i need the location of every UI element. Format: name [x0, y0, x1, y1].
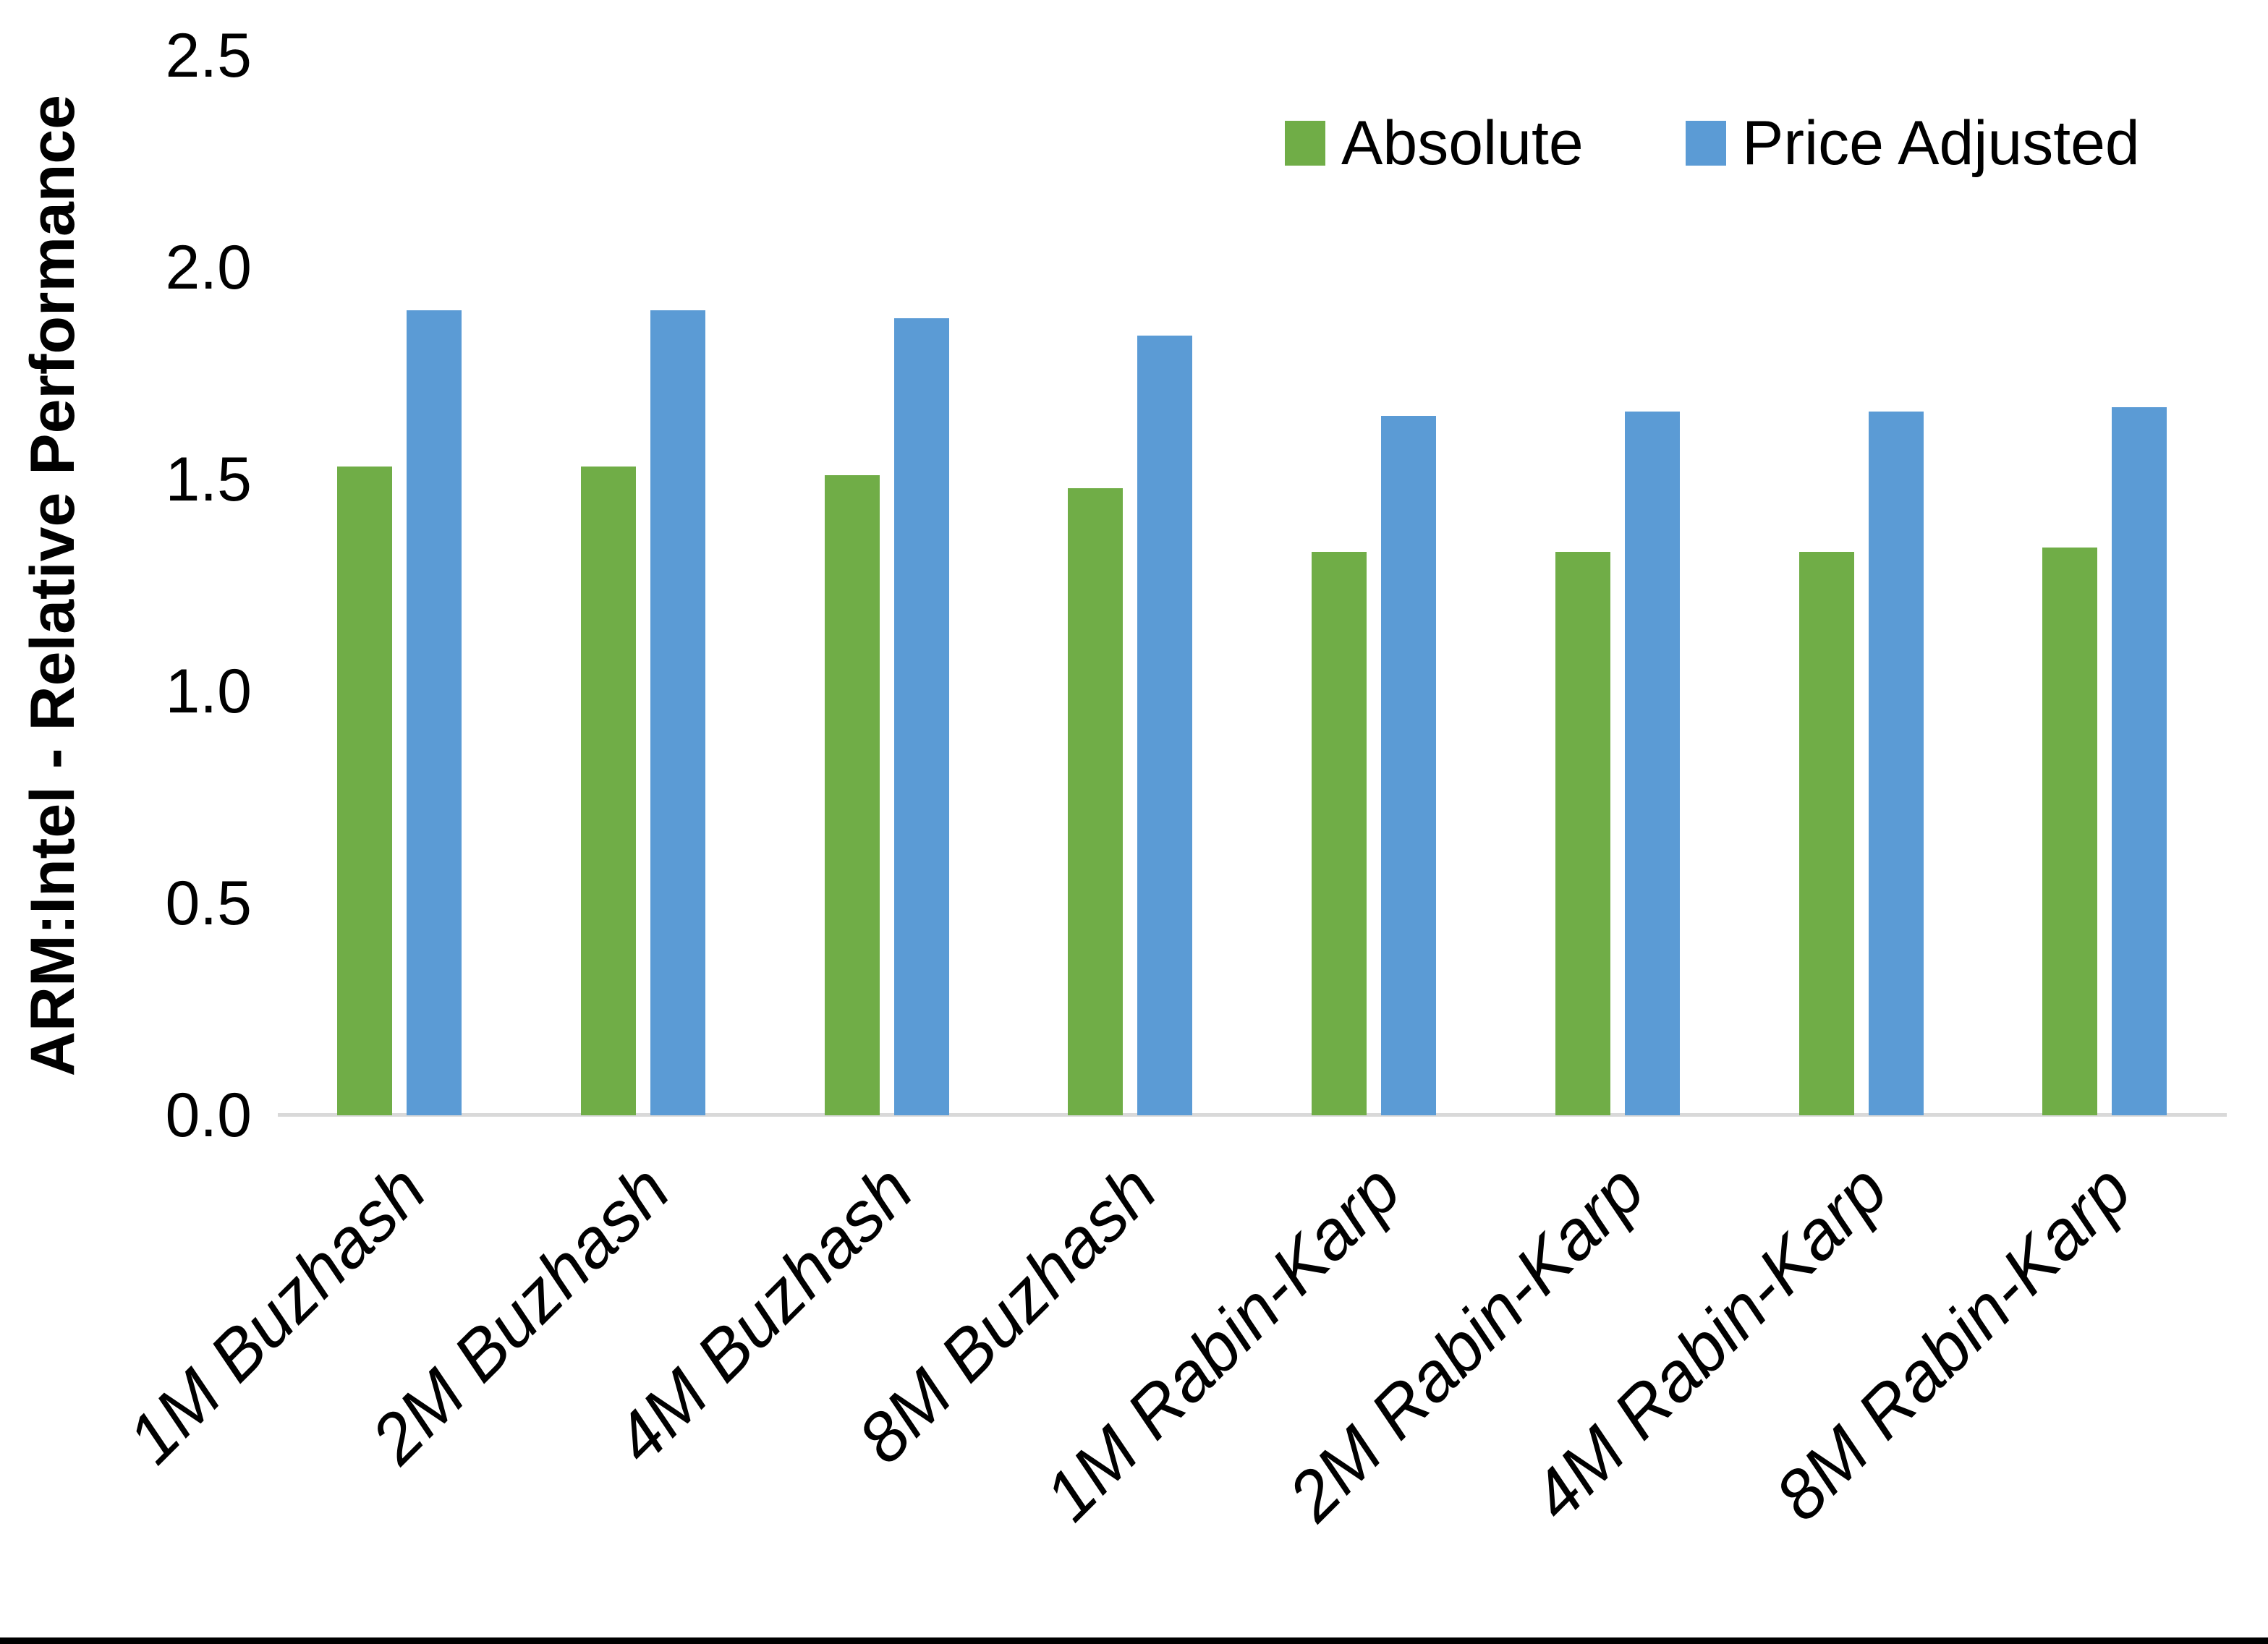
- legend-item-absolute: Absolute: [1285, 108, 1584, 178]
- bar-absolute-2m-buzhash: [580, 467, 636, 1115]
- bar-absolute-8m-buzhash: [1068, 487, 1124, 1115]
- legend-swatch-price-adjusted: [1686, 121, 1726, 166]
- y-axis-tick-label: 1.5: [165, 445, 252, 514]
- y-axis-tick-label: 2.5: [165, 21, 252, 90]
- bar-price-adjusted-1m-buzhash: [407, 310, 462, 1115]
- x-axis-line: [278, 1113, 2227, 1117]
- bar-price-adjusted-2m-buzhash: [650, 310, 705, 1115]
- bar-absolute-4m-rabin-karp: [1798, 551, 1854, 1115]
- legend-label-price-adjusted: Price Adjusted: [1742, 108, 2140, 178]
- bar-absolute-8m-rabin-karp: [2042, 547, 2098, 1115]
- bar-price-adjusted-8m-rabin-karp: [2112, 407, 2167, 1115]
- y-axis-tick-label: 0.0: [165, 1081, 252, 1150]
- y-axis-tick-label: 0.5: [165, 869, 252, 938]
- bar-price-adjusted-2m-rabin-karp: [1624, 412, 1680, 1115]
- y-axis-tick-label: 1.0: [165, 657, 252, 726]
- legend-item-price-adjusted: Price Adjusted: [1686, 108, 2140, 178]
- bar-price-adjusted-8m-buzhash: [1137, 335, 1193, 1115]
- y-axis-title-wrap: ARM:Intel - Relative Performance: [6, 56, 100, 1115]
- bar-price-adjusted-1m-rabin-karp: [1381, 416, 1436, 1115]
- bar-absolute-1m-buzhash: [337, 467, 392, 1115]
- legend-swatch-absolute: [1285, 121, 1325, 166]
- legend-label-absolute: Absolute: [1341, 108, 1584, 178]
- bar-absolute-2m-rabin-karp: [1555, 551, 1610, 1115]
- bar-absolute-1m-rabin-karp: [1312, 551, 1367, 1115]
- bar-price-adjusted-4m-buzhash: [893, 318, 949, 1115]
- bar-price-adjusted-4m-rabin-karp: [1868, 412, 1924, 1115]
- bar-absolute-4m-buzhash: [824, 475, 880, 1115]
- figure-bottom-border: [0, 1637, 2268, 1644]
- y-axis-tick-label: 2.0: [165, 233, 252, 302]
- plot-area: [278, 56, 2227, 1117]
